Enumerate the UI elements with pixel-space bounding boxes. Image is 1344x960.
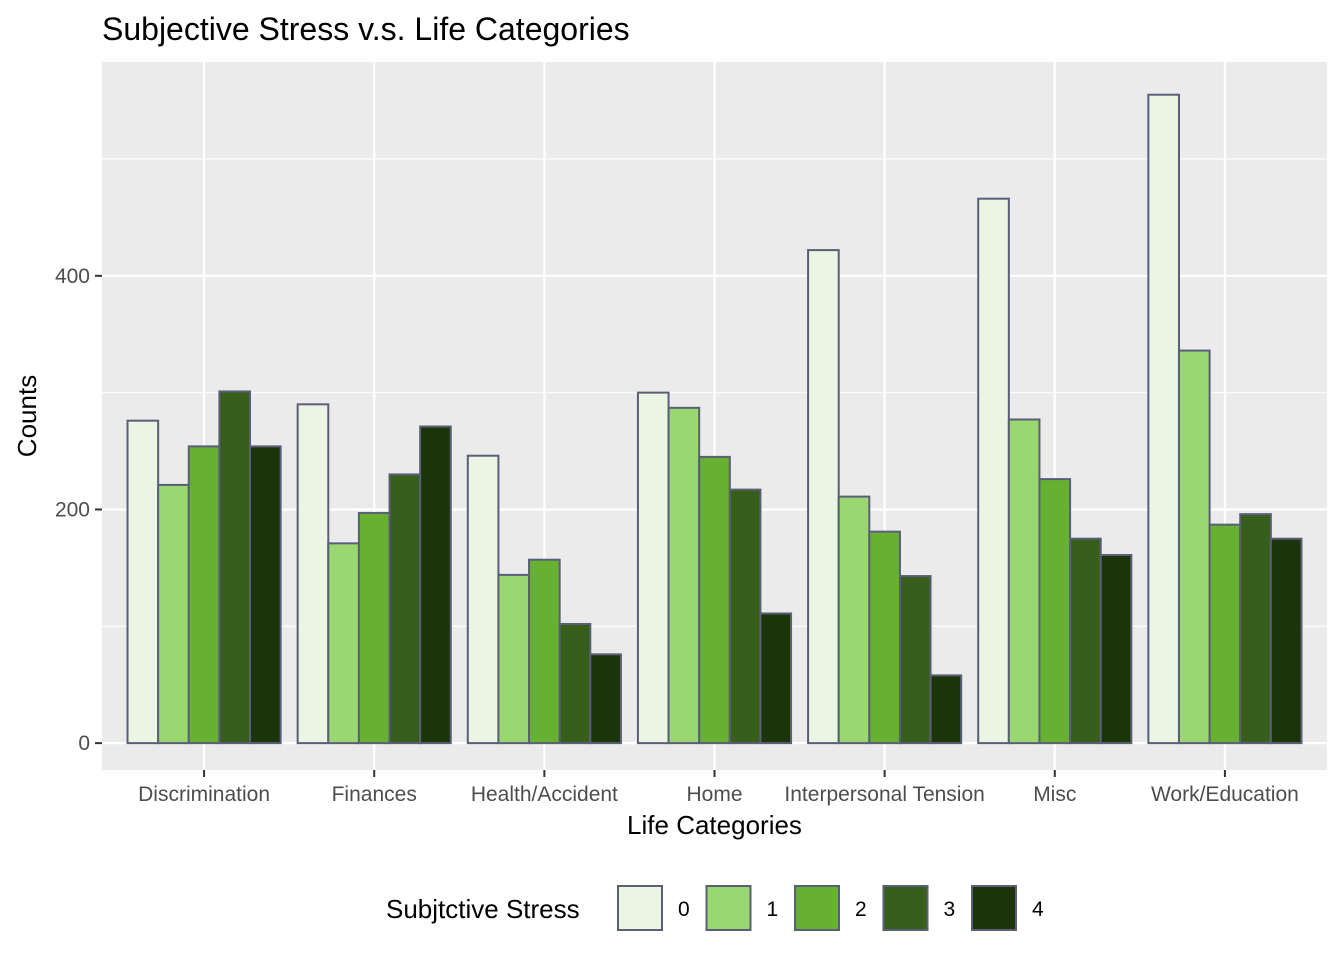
x-tick-label: Finances bbox=[332, 783, 417, 806]
bars bbox=[126, 93, 1303, 745]
legend-title: Subjtctive Stress bbox=[386, 894, 580, 924]
legend-key bbox=[882, 885, 929, 931]
bar bbox=[1069, 537, 1102, 745]
bar bbox=[528, 558, 561, 745]
bar bbox=[667, 406, 701, 745]
bar bbox=[589, 653, 622, 745]
bar bbox=[728, 488, 762, 745]
y-tick-label: 0 bbox=[78, 732, 90, 755]
bar bbox=[218, 390, 252, 745]
x-tick-label: Discrimination bbox=[138, 783, 270, 806]
x-tick-label: Work/Education bbox=[1151, 783, 1299, 806]
legend-key bbox=[617, 885, 663, 931]
y-tick-label: 400 bbox=[55, 265, 90, 288]
bar bbox=[1239, 513, 1272, 745]
bar bbox=[296, 403, 330, 745]
bar bbox=[977, 197, 1010, 745]
x-tick-label: Interpersonal Tension bbox=[784, 783, 984, 806]
bar bbox=[698, 455, 731, 745]
bar bbox=[357, 511, 391, 745]
bar bbox=[837, 495, 871, 745]
bar bbox=[388, 473, 422, 745]
chart-title: Subjective Stress v.s. Life Categories bbox=[102, 11, 630, 47]
bar bbox=[327, 542, 360, 745]
bar bbox=[898, 575, 932, 745]
legend-label: 0 bbox=[678, 898, 690, 921]
bar bbox=[1099, 554, 1133, 745]
legend-key bbox=[794, 885, 840, 931]
legend-label: 2 bbox=[855, 898, 867, 921]
legend-key bbox=[971, 885, 1017, 931]
bar bbox=[419, 425, 452, 745]
x-tick-label: Misc bbox=[1033, 783, 1076, 806]
y-tick-label: 200 bbox=[55, 498, 90, 521]
legend-label: 3 bbox=[944, 898, 956, 921]
bar bbox=[868, 530, 901, 745]
y-axis: 0 200 400 bbox=[55, 265, 102, 755]
x-tick-label: Home bbox=[686, 783, 742, 806]
bar bbox=[1177, 349, 1211, 745]
bar bbox=[466, 454, 500, 745]
x-axis: Discrimination Finances Health/Accident Hom… bbox=[138, 770, 1299, 806]
legend-key bbox=[705, 885, 752, 931]
x-axis-title: Life Categories bbox=[627, 810, 802, 840]
bar bbox=[1007, 418, 1041, 745]
bar bbox=[1269, 537, 1303, 745]
bar bbox=[807, 249, 840, 745]
bar bbox=[1038, 478, 1072, 745]
bar bbox=[759, 612, 793, 745]
x-tick-label: Health/Accident bbox=[471, 783, 618, 806]
bar bbox=[1147, 93, 1180, 745]
bar bbox=[157, 483, 190, 745]
bar bbox=[249, 445, 282, 745]
bar bbox=[929, 674, 963, 745]
legend: Subjtctive Stress 0 1 2 3 4 bbox=[386, 885, 1044, 931]
bar bbox=[497, 573, 531, 745]
y-axis-title: Counts bbox=[12, 375, 42, 457]
bar bbox=[1208, 523, 1242, 745]
legend-label: 1 bbox=[767, 898, 779, 921]
legend-label: 4 bbox=[1032, 898, 1044, 921]
bar bbox=[187, 445, 221, 745]
bar bbox=[558, 622, 592, 745]
bar bbox=[126, 419, 160, 745]
bar bbox=[636, 391, 670, 745]
